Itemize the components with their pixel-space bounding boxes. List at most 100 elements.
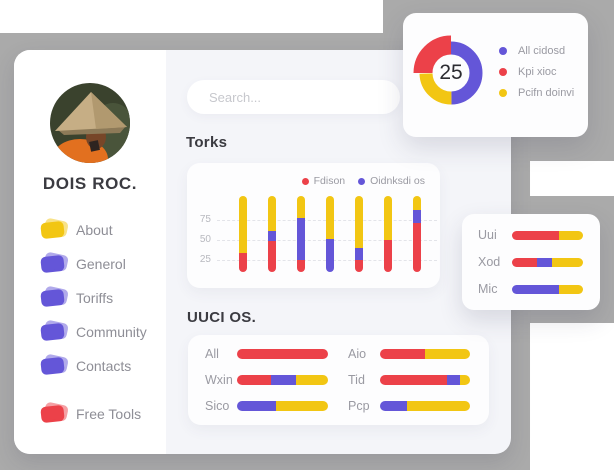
legend-label: Oidnksdi os: [370, 175, 425, 187]
legend-label: Fdison: [313, 175, 346, 187]
stat-bar: [512, 230, 583, 240]
sidebar-item-label: Community: [76, 324, 147, 340]
sidebar-item-about[interactable]: About: [40, 218, 147, 242]
bar-segment-red: [237, 349, 328, 359]
bar-segment-purple: [512, 284, 559, 294]
stat-bar: [380, 375, 470, 385]
bar-segment-yellow: [355, 196, 363, 248]
bar-segment-red: [380, 375, 447, 385]
legend-item: Fdison: [301, 175, 346, 187]
stat-row: Wxin: [205, 368, 328, 392]
mini-stats-card: Uui Xod Mic: [462, 214, 600, 310]
mini-stats-rows: Uui Xod Mic: [478, 222, 583, 302]
stat-bar: [380, 349, 470, 359]
stacked-bar: [326, 196, 334, 272]
stacked-bar: [239, 196, 247, 272]
y-tick-label: 75: [199, 214, 211, 225]
stat-bar: [512, 284, 583, 294]
legend-label: Pcifn doinvi: [518, 87, 575, 99]
stat-bar: [237, 401, 328, 411]
stat-row-label: Aio: [348, 347, 367, 361]
stacked-bar: [384, 196, 392, 272]
community-icon: [40, 322, 65, 342]
all-cidosd-dot-icon: [499, 47, 507, 55]
sidebar-item-label: Free Tools: [76, 406, 142, 422]
stat-row: Sico: [205, 394, 328, 418]
stat-row: All: [205, 342, 328, 366]
bar-segment-purple: [326, 239, 334, 272]
donut-segment-red: [413, 35, 489, 111]
sidebar-item-free-tools[interactable]: Free Tools: [40, 402, 147, 426]
sidebar: DOIS ROC. About Generol Toriffs Communit…: [14, 50, 166, 454]
kpi-xioc-dot-icon: [499, 68, 507, 76]
bar-segment-yellow: [460, 375, 470, 385]
bar-segment-red: [380, 349, 425, 359]
y-tick-label: 25: [199, 254, 211, 265]
bar-segment-yellow: [268, 196, 276, 231]
bar-segment-purple: [446, 375, 461, 385]
bar-segment-yellow: [551, 257, 583, 267]
sidebar-item-label: Generol: [76, 256, 126, 272]
bar-segment-red: [297, 259, 305, 272]
torks-card: Fdison Oidnksdi os 75 50 25: [187, 163, 440, 288]
search-input[interactable]: [187, 80, 400, 114]
stat-bar: [380, 401, 470, 411]
bar-segment-yellow: [326, 196, 334, 240]
sidebar-item-label: Toriffs: [76, 290, 114, 306]
bar-segment-purple: [536, 257, 552, 267]
stat-row: Tid: [348, 368, 470, 392]
bar-segment-yellow: [239, 196, 247, 253]
stat-bar: [237, 349, 328, 359]
avatar-photo: [50, 83, 130, 163]
uuci-card: All Wxin Sico Aio Tid Pcp: [188, 335, 489, 425]
stacked-bar: [268, 196, 276, 272]
free-tools-icon: [40, 404, 65, 424]
bar-segment-red: [237, 375, 271, 385]
about-icon: [40, 220, 65, 240]
uuci-section-title: UUCI OS.: [187, 309, 257, 326]
sidebar-item-label: About: [76, 222, 113, 238]
bar-segment-yellow: [276, 401, 328, 411]
sidebar-item-label: Contacts: [76, 358, 132, 374]
donut-card: 25 All cidosd Kpi xioc Pcifn doinvi: [403, 13, 588, 137]
sidebar-item-generol[interactable]: Generol: [40, 252, 147, 276]
legend-item: Kpi xioc: [499, 65, 574, 79]
profile-name: DOIS ROC.: [42, 174, 138, 193]
dashboard-card: DOIS ROC. About Generol Toriffs Communit…: [14, 50, 511, 454]
stat-row: Mic: [478, 276, 583, 302]
donut-chart: 25: [411, 33, 491, 113]
stacked-bar: [297, 196, 305, 272]
uuci-right-column: Aio Tid Pcp: [348, 342, 470, 418]
bar-segment-red: [268, 240, 276, 272]
stat-row: Pcp: [348, 394, 470, 418]
uuci-left-column: All Wxin Sico: [205, 342, 328, 418]
stat-row-label: Xod: [478, 255, 501, 269]
donut-center-value: 25: [439, 61, 463, 84]
toriffs-icon: [40, 288, 65, 308]
stat-row-label: Pcp: [348, 399, 370, 413]
bar-segment-yellow: [558, 284, 583, 294]
stat-bar: [237, 375, 328, 385]
bar-segment-red: [384, 240, 392, 272]
legend-label: Kpi xioc: [518, 66, 557, 78]
legend-item: Pcifn doinvi: [499, 86, 574, 100]
stat-row-label: Uui: [478, 228, 497, 242]
stat-row: Uui: [478, 222, 583, 248]
stat-row: Aio: [348, 342, 470, 366]
stacked-bar: [413, 196, 421, 272]
contacts-icon: [40, 356, 65, 376]
sidebar-item-toriffs[interactable]: Toriffs: [40, 286, 147, 310]
bar-segment-yellow: [297, 196, 305, 219]
y-tick-label: 50: [199, 234, 211, 245]
fdison-dot-icon: [301, 177, 309, 185]
sidebar-item-contacts[interactable]: Contacts: [40, 354, 147, 378]
bar-segment-purple: [268, 230, 276, 241]
bar-segment-purple: [237, 401, 277, 411]
bar-segment-red: [512, 257, 537, 267]
bar-segment-purple: [355, 247, 363, 260]
bar-segment-red: [413, 222, 421, 272]
sidebar-item-community[interactable]: Community: [40, 320, 147, 344]
donut-legend: All cidosd Kpi xioc Pcifn doinvi: [499, 44, 574, 100]
pcifn-doinvi-dot-icon: [499, 89, 507, 97]
